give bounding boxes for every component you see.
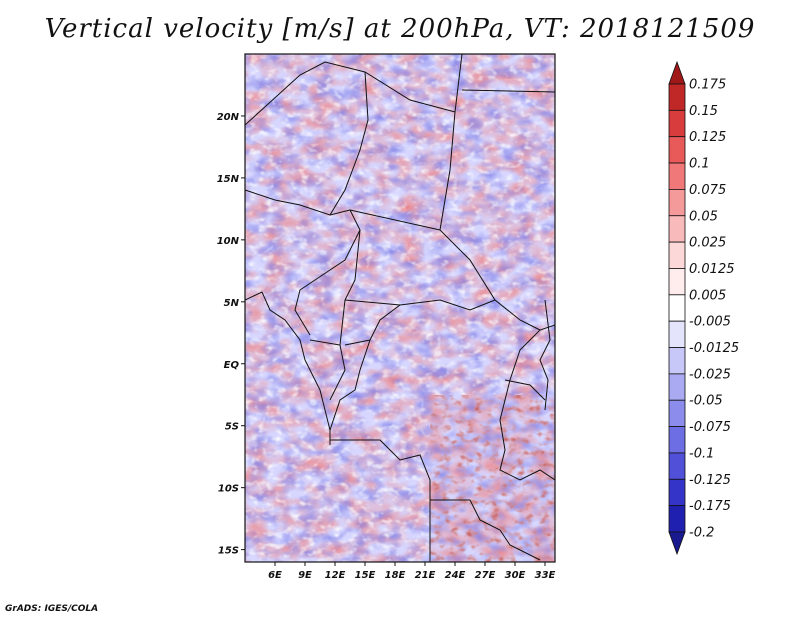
colorbar-swatch [668, 426, 686, 454]
lon-tick-label: 9E [298, 570, 312, 581]
credit-text: GrADS: IGES/COLA [5, 604, 99, 614]
colorbar-bottom-arrow [668, 531, 686, 556]
colorbar-label: 0.125 [689, 130, 726, 145]
lon-tick-label: 27E [475, 570, 496, 581]
colorbar-swatch [668, 162, 686, 190]
colorbar-top-arrow [668, 60, 686, 85]
colorbar: 0.175 0.15 0.125 0.1 0.075 0.05 0.025 0.0125 0.0… [668, 60, 739, 556]
colorbar-label: -0.05 [689, 394, 723, 409]
latitude-axis: 20N 15N 10N 5N EQ 5S 10S 15S [217, 112, 245, 557]
colorbar-label: -0.175 [689, 499, 731, 514]
colorbar-label: 0.005 [689, 288, 726, 303]
lat-tick-label: 10N [217, 236, 240, 247]
colorbar-swatch [668, 241, 686, 269]
colorbar-label: 0.175 [689, 78, 726, 93]
colorbar-swatch [668, 452, 686, 480]
colorbar-label: -0.0125 [689, 341, 739, 356]
colorbar-swatch [668, 347, 686, 375]
colorbar-swatch [668, 505, 686, 533]
lat-tick-label: 5N [224, 298, 240, 309]
colorbar-label: -0.2 [689, 526, 714, 541]
colorbar-label: 0.075 [689, 183, 726, 198]
lon-tick-label: 12E [325, 570, 346, 581]
colorbar-label: 0.025 [689, 236, 726, 251]
lon-tick-label: 15E [355, 570, 376, 581]
colorbar-swatch [668, 373, 686, 401]
colorbar-label: 0.05 [689, 209, 718, 224]
lon-tick-label: 6E [268, 570, 282, 581]
lat-tick-label: 5S [225, 422, 239, 433]
lat-tick-label: EQ [224, 360, 240, 371]
colorbar-label: -0.025 [689, 367, 731, 382]
colorbar-swatch [668, 478, 686, 507]
colorbar-swatch [668, 268, 686, 296]
colorbar-label: -0.1 [689, 446, 714, 461]
colorbar-swatch [668, 320, 686, 348]
longitude-axis: 6E 9E 12E 15E 18E 21E 24E 27E 30E 33E [268, 562, 556, 581]
lon-tick-label: 24E [445, 570, 466, 581]
colorbar-label: -0.075 [689, 420, 731, 435]
lat-tick-label: 15S [218, 546, 239, 557]
colorbar-label: -0.125 [689, 473, 731, 488]
country-borders [245, 54, 555, 562]
lat-tick-label: 10S [218, 484, 239, 495]
colorbar-swatch [668, 399, 686, 427]
lon-tick-label: 18E [385, 570, 406, 581]
lon-tick-label: 21E [415, 570, 436, 581]
colorbar-swatch [668, 83, 686, 111]
colorbar-swatch [668, 189, 686, 217]
colorbar-swatch [668, 109, 686, 138]
velocity-field [245, 54, 555, 562]
colorbar-label: 0.15 [689, 104, 718, 119]
colorbar-swatch [668, 215, 686, 243]
lon-tick-label: 30E [505, 570, 526, 581]
lat-tick-label: 20N [217, 112, 240, 123]
lon-tick-label: 33E [535, 570, 556, 581]
colorbar-swatch [668, 294, 686, 322]
map-title: Vertical velocity [m/s] at 200hPa, VT: 2… [44, 14, 756, 44]
lat-tick-label: 15N [217, 174, 240, 185]
colorbar-label: 0.0125 [689, 262, 735, 277]
map-frame [244, 53, 556, 563]
colorbar-label: -0.005 [689, 315, 731, 330]
colorbar-swatch [668, 136, 686, 164]
colorbar-label: 0.1 [689, 157, 710, 172]
